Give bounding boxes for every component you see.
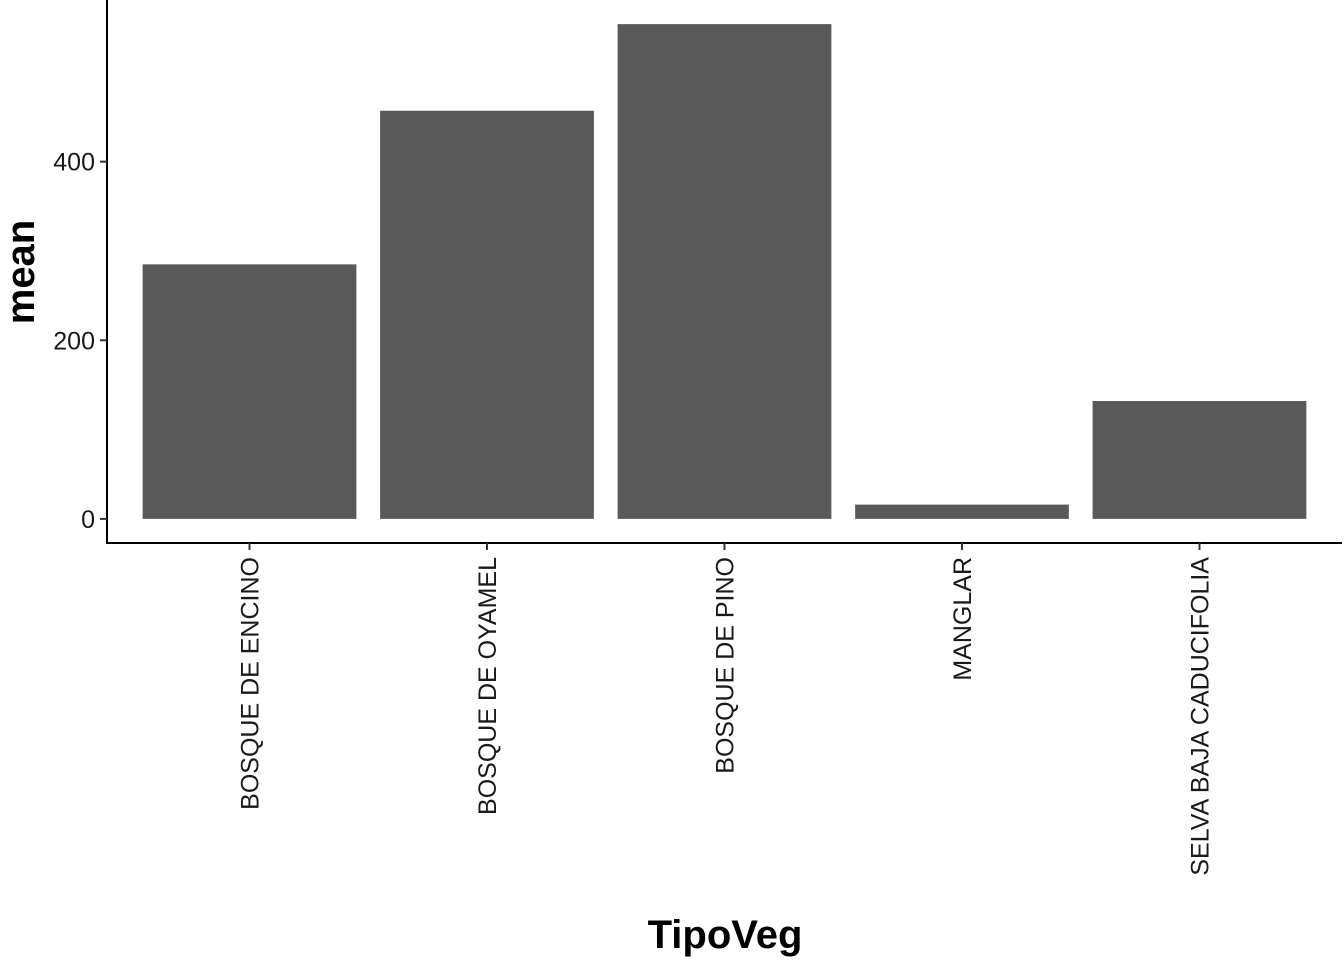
y-tick-label: 0 xyxy=(81,506,95,534)
bar xyxy=(142,264,357,519)
bar xyxy=(380,110,594,519)
x-tick-label: BOSQUE DE ENCINO xyxy=(237,557,265,810)
y-tick-label: 400 xyxy=(53,149,95,177)
x-tick-label: SELVA BAJA CADUCIFOLIA xyxy=(1187,557,1215,876)
x-tick-label: BOSQUE DE PINO xyxy=(712,557,740,774)
y-axis-title: mean xyxy=(0,220,43,325)
bar xyxy=(855,504,1069,519)
y-tick-label: 200 xyxy=(53,327,95,355)
y-axis-ticks: 0 200 400 xyxy=(53,149,107,534)
x-tick-label: BOSQUE DE OYAMEL xyxy=(474,557,502,815)
x-tick-label: MANGLAR xyxy=(949,557,977,681)
x-axis-ticks: BOSQUE DE ENCINO BOSQUE DE OYAMEL BOSQUE D… xyxy=(237,543,1215,876)
bars xyxy=(142,24,1307,519)
bar xyxy=(1092,400,1307,519)
x-axis-title: TipoVeg xyxy=(648,913,803,957)
bar xyxy=(617,24,832,519)
